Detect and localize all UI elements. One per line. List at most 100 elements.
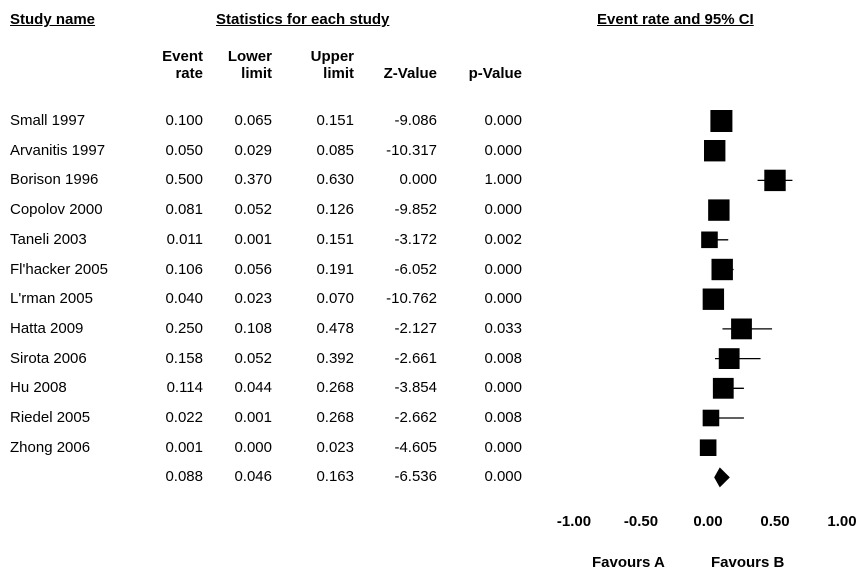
cell-z: -2.662 [394, 409, 437, 426]
study-name: Zhong 2006 [10, 438, 91, 456]
effect-square [764, 169, 786, 192]
favours-a-label: Favours A [592, 554, 665, 571]
cell-upper: 0.478 [316, 319, 354, 337]
cell-upper: 0.163 [316, 468, 354, 486]
cell-z: -6.536 [394, 468, 437, 486]
study-name: Taneli 2003 [10, 230, 87, 248]
study-name: L'rman 2005 [10, 290, 93, 308]
cell-lower: 0.052 [234, 349, 272, 367]
cell-upper: 0.268 [316, 409, 354, 426]
cell-p: 0.000 [484, 112, 522, 129]
cell-rate: 0.114 [166, 379, 203, 397]
cell-lower: 0.044 [234, 379, 272, 397]
cell-z: -9.086 [394, 112, 437, 129]
cell-z: 0.000 [399, 171, 437, 189]
column-header-line1: Upper [310, 48, 354, 65]
cell-p: 1.000 [484, 171, 522, 189]
column-header: Upper limit [284, 48, 354, 82]
study-name-header: Study name [10, 11, 96, 28]
cell-z: -2.661 [394, 349, 437, 367]
cell-lower: 0.046 [234, 468, 272, 486]
effect-square [731, 318, 752, 340]
cell-rate: 0.040 [165, 290, 203, 308]
column-header-line2: rate [175, 65, 203, 82]
cell-z: -2.127 [394, 319, 437, 337]
x-tick-label: -0.50 [624, 513, 658, 530]
column-header-line1: Lower [227, 48, 272, 65]
effect-square [718, 348, 740, 369]
cell-p: 0.033 [484, 319, 522, 337]
column-header-line1: Event [162, 48, 203, 65]
x-tick-label: 1.00 [827, 513, 856, 530]
column-header: Lower limit [202, 48, 272, 82]
study-name: Riedel 2005 [10, 409, 91, 426]
effect-square [701, 231, 718, 249]
study-name: Sirota 2006 [10, 349, 87, 367]
effect-square [704, 140, 726, 162]
cell-lower: 0.370 [234, 171, 272, 189]
cell-rate: 0.088 [165, 468, 203, 486]
statistics-header: Statistics for each study [216, 11, 390, 28]
cell-upper: 0.392 [316, 349, 354, 367]
cell-lower: 0.108 [234, 319, 272, 337]
cell-p: 0.008 [484, 409, 522, 426]
column-header: Event rate [133, 48, 203, 82]
cell-rate: 0.081 [165, 201, 203, 219]
cell-lower: 0.023 [234, 290, 272, 308]
column-header-line2: Z-Value [383, 65, 437, 82]
study-name: Arvanitis 1997 [10, 141, 106, 159]
column-header: p-Value [452, 48, 522, 82]
cell-rate: 0.500 [165, 171, 203, 189]
cell-z: -3.172 [394, 230, 437, 248]
cell-p: 0.002 [484, 230, 522, 248]
study-name: Copolov 2000 [10, 201, 103, 219]
cell-rate: 0.250 [165, 319, 203, 337]
cell-lower: 0.065 [234, 112, 272, 129]
cell-upper: 0.151 [316, 230, 354, 248]
cell-p: 0.008 [484, 349, 522, 367]
column-header: Z-Value [367, 48, 437, 82]
cell-rate: 0.106 [165, 260, 203, 278]
column-header-line2: p-Value [468, 65, 522, 82]
effect-square [702, 288, 725, 310]
cell-z: -10.317 [386, 141, 437, 159]
cell-lower: 0.029 [234, 141, 272, 159]
cell-rate: 0.022 [165, 409, 203, 426]
cell-lower: 0.001 [234, 409, 272, 426]
ci-header: Event rate and 95% CI [597, 11, 754, 28]
cell-lower: 0.052 [234, 201, 272, 219]
summary-diamond [714, 467, 730, 488]
cell-upper: 0.630 [316, 171, 354, 189]
cell-p: 0.000 [484, 290, 522, 308]
x-tick-label: -1.00 [557, 513, 591, 530]
cell-rate: 0.050 [165, 141, 203, 159]
cell-z: -6.052 [394, 260, 437, 278]
cell-rate: 0.001 [165, 438, 203, 456]
cell-upper: 0.070 [316, 290, 354, 308]
study-name: Hatta 2009 [10, 319, 84, 337]
study-name: Borison 1996 [10, 171, 99, 189]
effect-square [710, 110, 733, 132]
cell-upper: 0.126 [316, 201, 354, 219]
study-name: Fl'hacker 2005 [10, 260, 108, 278]
cell-upper: 0.151 [316, 112, 354, 129]
cell-lower: 0.001 [234, 230, 272, 248]
effect-square [712, 377, 734, 399]
column-header-line2: limit [323, 65, 354, 82]
cell-rate: 0.011 [166, 230, 203, 248]
study-name: Small 1997 [10, 112, 86, 129]
cell-p: 0.000 [484, 141, 522, 159]
effect-square [702, 409, 720, 427]
effect-square [708, 199, 730, 221]
cell-p: 0.000 [484, 468, 522, 486]
study-name: Hu 2008 [10, 379, 67, 397]
cell-upper: 0.023 [316, 438, 354, 456]
cell-lower: 0.056 [234, 260, 272, 278]
cell-z: -4.605 [394, 438, 437, 456]
effect-square [699, 439, 717, 456]
cell-p: 0.000 [484, 260, 522, 278]
cell-upper: 0.191 [316, 260, 354, 278]
cell-rate: 0.100 [165, 112, 203, 129]
cell-z: -3.854 [394, 379, 437, 397]
